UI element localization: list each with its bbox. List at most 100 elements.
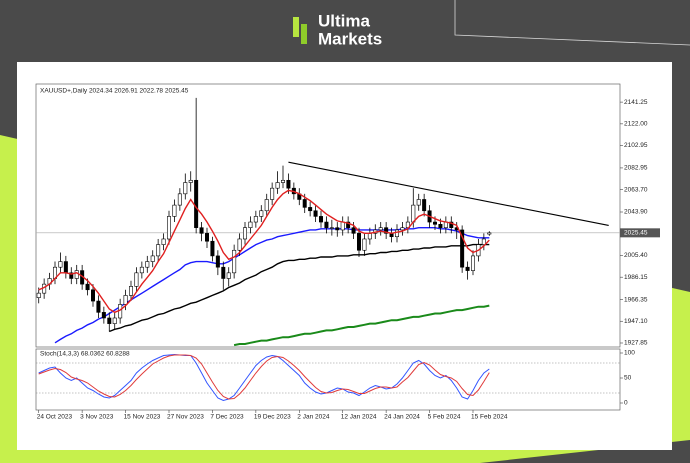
x-tick-label: 27 Nov 2023 bbox=[167, 414, 204, 421]
candle-body bbox=[58, 261, 63, 268]
candle-body bbox=[356, 233, 361, 251]
y-tick-label: 0 bbox=[624, 400, 628, 407]
osc-plot bbox=[36, 353, 620, 402]
y-tick-label: 2141.25 bbox=[624, 99, 648, 106]
candle-body bbox=[156, 244, 161, 257]
candle-body bbox=[416, 199, 421, 206]
candle-body bbox=[129, 286, 134, 296]
candle-body bbox=[188, 179, 193, 183]
candle-body bbox=[438, 224, 443, 228]
candle-body bbox=[432, 221, 437, 225]
candle-body bbox=[96, 300, 101, 313]
candle-body bbox=[253, 216, 258, 223]
x-tick-label: 3 Nov 2023 bbox=[80, 414, 114, 421]
x-tick-label: 15 Feb 2024 bbox=[471, 414, 508, 421]
candle-body bbox=[226, 272, 231, 279]
candle-body bbox=[340, 221, 345, 231]
osc-frame bbox=[35, 348, 621, 411]
x-tick-label: 12 Jan 2024 bbox=[341, 414, 377, 421]
x-tick-label: 24 Jan 2024 bbox=[384, 414, 420, 421]
decor-line bbox=[454, 0, 690, 46]
trendline bbox=[288, 161, 609, 226]
candle-body bbox=[167, 216, 172, 240]
logo-icon bbox=[293, 17, 299, 37]
stoch-line bbox=[38, 354, 490, 400]
candle-body bbox=[394, 229, 399, 238]
candle-body bbox=[101, 312, 106, 319]
candle-body bbox=[487, 232, 492, 235]
candle-body bbox=[470, 255, 475, 271]
candle-body bbox=[335, 227, 340, 231]
candle-body bbox=[422, 199, 427, 212]
y-tick-label: 2043.90 bbox=[624, 209, 648, 216]
moving-average bbox=[109, 243, 490, 333]
candle-body bbox=[107, 317, 112, 324]
candle-body bbox=[275, 182, 280, 189]
candle-body bbox=[318, 216, 323, 223]
candle-body bbox=[362, 238, 367, 251]
x-tick-label: 24 Oct 2023 bbox=[37, 414, 73, 421]
candle-body bbox=[177, 193, 182, 206]
candle-body bbox=[313, 210, 318, 217]
y-tick-label: 2063.70 bbox=[624, 186, 648, 193]
y-tick-label: 2082.95 bbox=[624, 165, 648, 172]
y-tick-label: 100 bbox=[624, 350, 635, 357]
x-tick-label: 2 Jan 2024 bbox=[297, 414, 330, 421]
y-tick-label: 1986.15 bbox=[624, 274, 648, 281]
candle-body bbox=[205, 233, 210, 242]
candle-body bbox=[308, 207, 313, 212]
x-tick-label: 15 Nov 2023 bbox=[124, 414, 161, 421]
candle-body bbox=[405, 221, 410, 228]
candle-body bbox=[112, 317, 117, 324]
candle-body bbox=[259, 210, 264, 217]
main-plot bbox=[36, 97, 620, 347]
candle-body bbox=[183, 182, 188, 195]
candle-body bbox=[302, 199, 307, 208]
y-tick-label: 1966.35 bbox=[624, 296, 648, 303]
candle-body bbox=[378, 227, 383, 231]
axes: 2141.25 2122.00 2102.95 2082.95 2063.70 2043.… bbox=[37, 99, 660, 421]
candle-body bbox=[384, 227, 389, 234]
current-price-label: 2025.45 bbox=[624, 230, 648, 237]
candle-body bbox=[85, 283, 90, 291]
candle-body bbox=[172, 204, 177, 217]
osc-title: Stoch(14,3,3) 68.0362 60.8288 bbox=[40, 351, 130, 358]
candle-body bbox=[123, 295, 128, 305]
candle-body bbox=[232, 249, 237, 274]
candle-body bbox=[264, 199, 269, 212]
candle-body bbox=[465, 266, 470, 271]
candle-body bbox=[221, 266, 226, 279]
main-frame bbox=[35, 83, 621, 348]
candle-body bbox=[161, 238, 166, 245]
candle-body bbox=[91, 289, 96, 302]
candle-body bbox=[237, 238, 242, 251]
candle-body bbox=[411, 204, 416, 223]
current-price-box bbox=[620, 228, 660, 238]
moving-average bbox=[38, 189, 490, 314]
logo-text: Markets bbox=[318, 29, 382, 48]
y-tick-label: 1927.85 bbox=[624, 340, 648, 347]
candle-body bbox=[449, 221, 454, 228]
candle-body bbox=[270, 187, 275, 200]
logo-icon bbox=[301, 24, 307, 44]
candle-body bbox=[210, 240, 215, 257]
candle-body bbox=[248, 221, 253, 228]
candle-body bbox=[243, 227, 248, 240]
candle-body bbox=[194, 179, 199, 228]
y-tick-label: 1947.10 bbox=[624, 318, 648, 325]
candle-body bbox=[280, 179, 285, 183]
candle-body bbox=[215, 255, 220, 268]
candle-body bbox=[134, 272, 139, 287]
candle-body bbox=[69, 272, 74, 279]
y-tick-label: 2005.40 bbox=[624, 252, 648, 259]
candle-body bbox=[36, 292, 41, 298]
candle-body bbox=[286, 179, 291, 189]
x-tick-label: 7 Dec 2023 bbox=[210, 414, 244, 421]
candle-body bbox=[400, 227, 405, 231]
candle-body bbox=[139, 266, 144, 274]
chart-title: XAUUSD+,Daily 2024.34 2026.91 2022.78 20… bbox=[40, 88, 189, 95]
candle-body bbox=[145, 261, 150, 268]
y-tick-label: 50 bbox=[624, 375, 632, 382]
